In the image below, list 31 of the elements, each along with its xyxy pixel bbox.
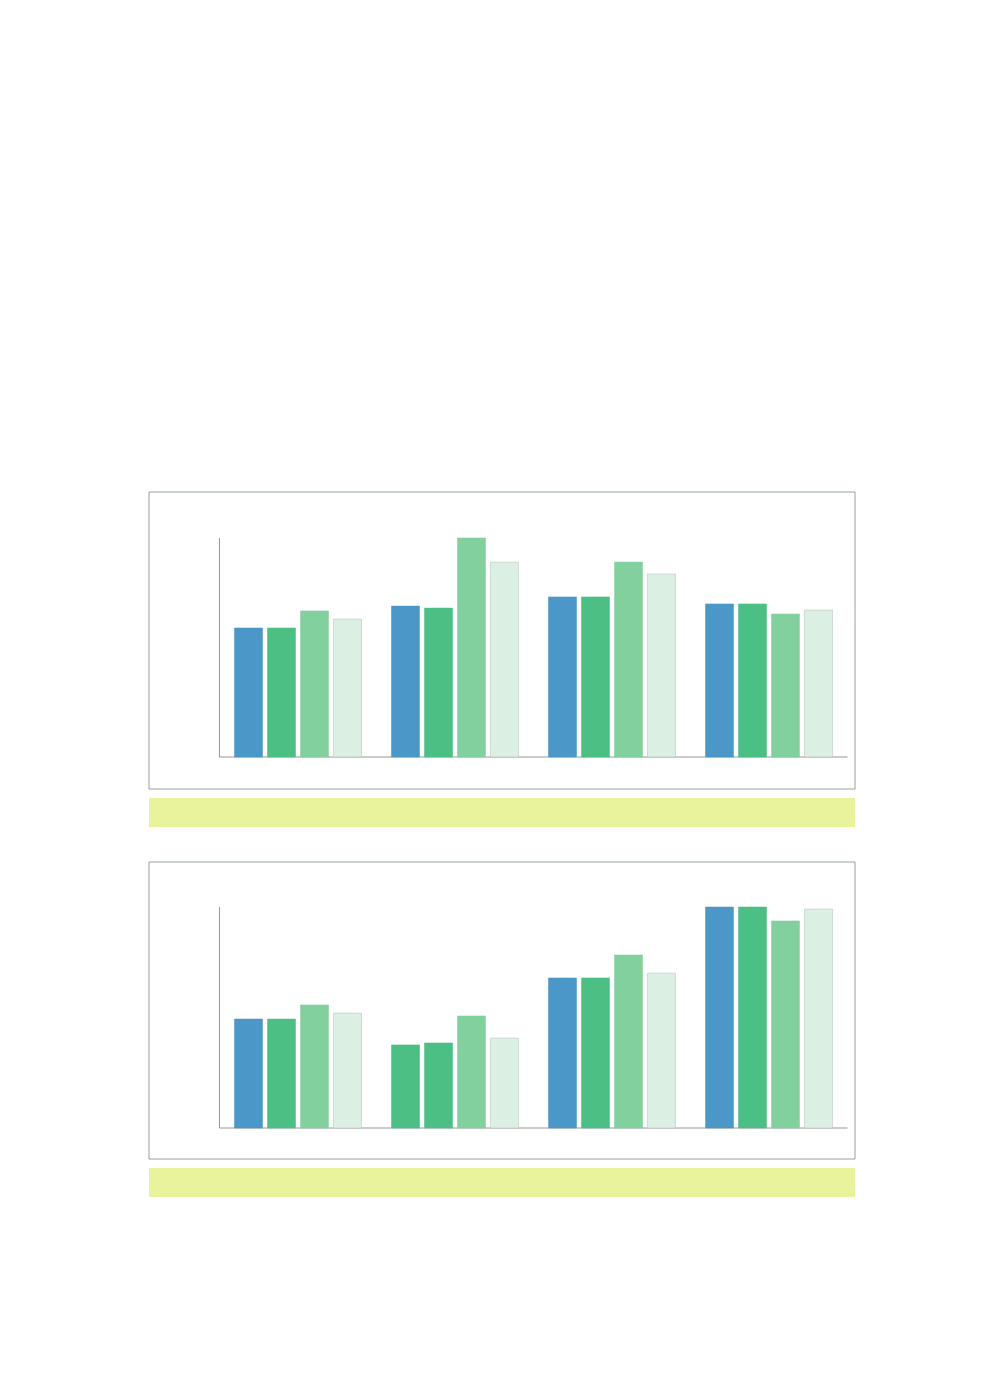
bar [804, 908, 833, 1129]
bar [581, 596, 610, 758]
bar [424, 607, 453, 758]
bar [457, 537, 486, 758]
bar [614, 954, 643, 1129]
bar [391, 605, 420, 758]
bar [300, 1004, 329, 1129]
bar [333, 618, 362, 758]
bar [738, 603, 767, 758]
bar [548, 596, 577, 758]
bar [738, 906, 767, 1129]
bar [705, 603, 734, 758]
bar [548, 977, 577, 1129]
bar [300, 610, 329, 758]
bar [234, 1018, 263, 1129]
bar [490, 1037, 519, 1129]
bar [424, 1042, 453, 1129]
bar [490, 561, 519, 758]
bar [804, 609, 833, 758]
bar [614, 561, 643, 758]
bar [705, 906, 734, 1129]
bar [333, 1012, 362, 1129]
bar [267, 1018, 296, 1129]
bar [647, 573, 676, 758]
bar [457, 1015, 486, 1129]
bar [581, 977, 610, 1129]
bar [771, 613, 800, 758]
bar [267, 627, 296, 758]
bar [234, 627, 263, 758]
bar [647, 972, 676, 1129]
bar [771, 920, 800, 1129]
